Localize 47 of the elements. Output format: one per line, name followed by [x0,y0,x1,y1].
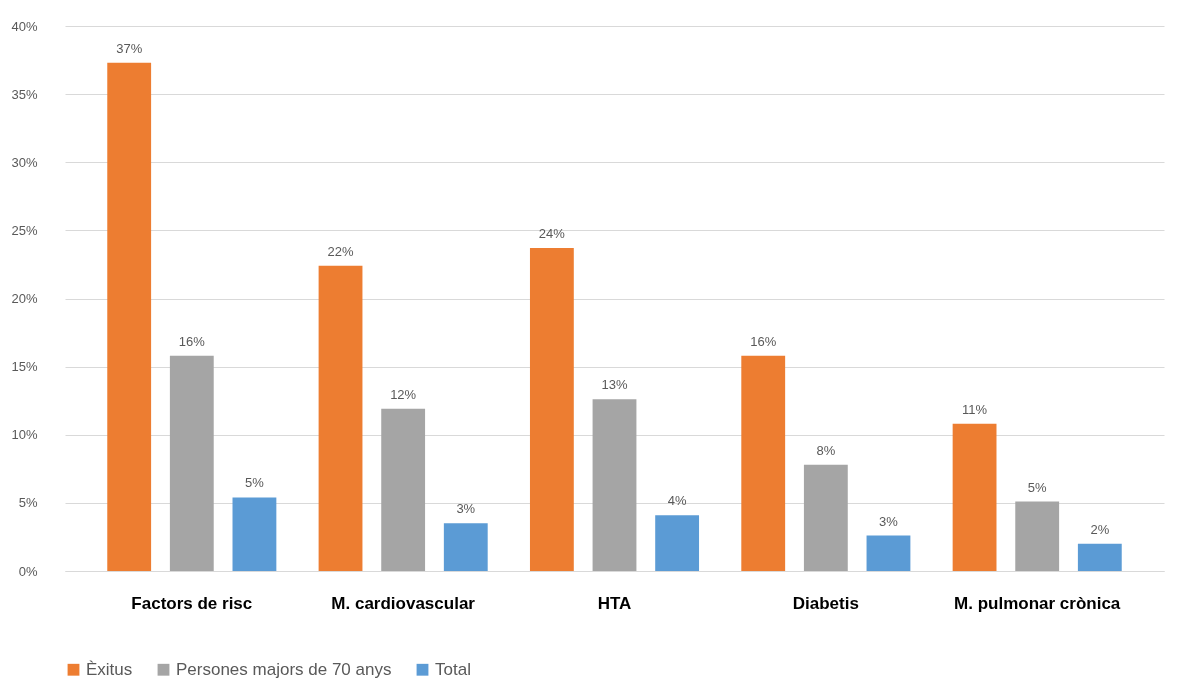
y-tick-label: 5% [18,495,38,511]
y-tick-label: 40% [11,18,38,34]
y-tick-label: 30% [11,154,38,170]
bar [169,355,214,571]
y-tick-label: 25% [11,222,38,238]
data-label: 5% [1027,479,1048,495]
bar [381,408,426,571]
bar [803,464,848,571]
data-label: 13% [601,377,628,393]
x-tick-label: Diabetis [792,593,859,613]
x-tick-label: M. pulmonar crònica [954,593,1121,613]
bar [1077,543,1122,571]
bar [655,515,700,571]
y-tick-label: 15% [11,359,38,375]
bar [592,399,637,571]
data-label: 5% [245,475,265,491]
data-label: 16% [178,333,206,349]
x-tick-label: M. cardiovascular [331,593,476,613]
legend-label: Persones majors de 70 anys [176,659,392,679]
data-label: 8% [816,442,836,458]
bar [1015,501,1060,571]
bar [232,497,277,571]
bar [318,265,363,571]
bar [741,355,786,571]
bar [529,248,574,571]
data-label: 37% [116,40,143,56]
data-label: 3% [879,513,899,529]
bar [443,523,488,571]
data-label: 22% [327,243,354,259]
bar [952,423,997,571]
x-tick-label: HTA [597,593,632,613]
x-tick-label: Factors de risc [131,593,253,613]
data-label: 12% [390,386,417,402]
data-label: 4% [667,493,687,509]
y-tick-label: 20% [11,291,38,306]
legend-label: Èxitus [86,659,133,679]
bar [107,62,152,571]
y-tick-label: 0% [18,563,38,579]
data-label: 3% [456,501,476,517]
data-label: 11% [962,401,988,417]
data-label: 16% [750,333,777,349]
y-tick-label: 10% [11,427,38,443]
data-label: 24% [538,226,566,242]
legend-label: Total [435,659,471,679]
data-label: 2% [1090,521,1110,537]
bar [866,535,911,571]
y-tick-label: 35% [11,86,38,102]
